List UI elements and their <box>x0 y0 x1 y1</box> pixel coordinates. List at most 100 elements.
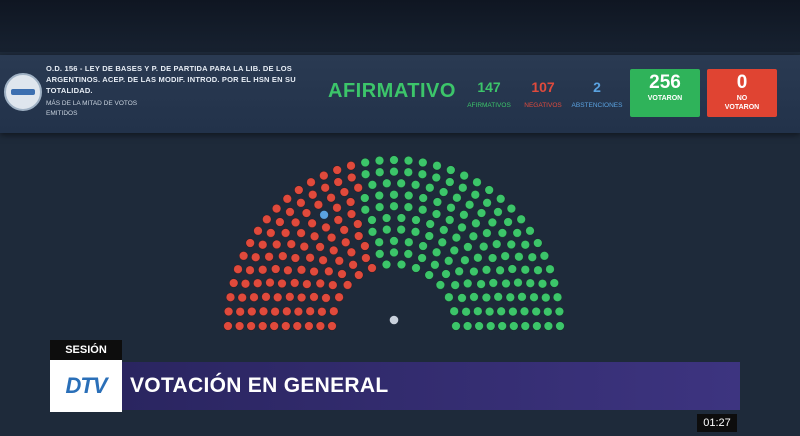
seat <box>321 293 331 303</box>
seat <box>432 247 442 257</box>
seat <box>389 236 399 246</box>
seat <box>271 203 282 214</box>
seat <box>389 201 399 211</box>
seat <box>304 321 314 331</box>
seat <box>233 264 243 274</box>
seat <box>432 161 442 171</box>
seat <box>459 170 469 181</box>
seat <box>272 239 282 249</box>
seat <box>545 264 555 274</box>
channel-logo: DTV <box>50 360 122 412</box>
seat <box>275 217 285 227</box>
seat <box>342 280 353 290</box>
seat <box>360 205 370 215</box>
seat <box>517 292 527 302</box>
seat <box>296 265 307 275</box>
seat <box>315 321 325 331</box>
seat <box>488 253 498 263</box>
seat <box>532 321 542 331</box>
seat <box>516 214 526 224</box>
seat <box>418 193 428 203</box>
not-voted-box: 0 NO VOTARON <box>707 69 777 117</box>
seat <box>290 253 300 263</box>
not-voted-value: 0 <box>736 72 748 93</box>
seat <box>374 156 385 166</box>
seat <box>389 190 399 200</box>
seat <box>519 306 530 316</box>
seat <box>329 245 339 255</box>
seat <box>449 245 459 255</box>
seat <box>411 215 421 225</box>
seat <box>280 228 291 238</box>
seat <box>282 306 292 316</box>
seat <box>333 215 343 225</box>
seat <box>424 270 434 280</box>
bill-title: O.D. 156 - LEY DE BASES Y P. DE PARTIDA … <box>46 64 296 95</box>
seat <box>229 278 239 288</box>
seat <box>500 251 510 261</box>
abstentions-count: 2 ABSTENCIONES <box>568 79 626 109</box>
seat <box>353 183 363 193</box>
seat <box>468 231 478 241</box>
seat <box>251 252 261 262</box>
seat <box>445 215 455 225</box>
seat <box>361 253 371 263</box>
seat <box>282 194 292 204</box>
hemicycle-seat-chart <box>223 155 565 331</box>
seat <box>305 253 315 263</box>
seat <box>253 226 263 236</box>
seat <box>360 193 370 203</box>
seat <box>441 269 451 279</box>
seat <box>367 263 377 273</box>
seat <box>305 306 315 316</box>
seat <box>223 321 233 331</box>
seat <box>337 269 347 279</box>
seat <box>554 306 565 317</box>
seat <box>452 193 462 203</box>
seat <box>485 307 495 317</box>
seat <box>497 228 508 238</box>
seat <box>512 228 522 238</box>
seat <box>465 200 475 210</box>
seat <box>432 197 442 207</box>
seat <box>495 265 505 275</box>
seat <box>347 172 357 183</box>
seat <box>246 321 256 331</box>
seat <box>411 263 421 273</box>
seat <box>470 190 480 200</box>
seat <box>389 155 399 165</box>
seat <box>473 306 483 316</box>
abstentions-value: 2 <box>593 79 601 95</box>
seat <box>253 278 263 288</box>
seat <box>264 252 274 262</box>
seat <box>449 306 459 316</box>
seat <box>493 207 503 217</box>
seat <box>346 247 356 257</box>
lower-third: VOTACIÓN EN GENERAL <box>122 362 740 410</box>
seat <box>543 321 554 331</box>
seat <box>273 292 283 302</box>
seat <box>313 200 323 210</box>
seat <box>285 207 295 217</box>
seat <box>307 218 317 228</box>
seat <box>296 198 306 208</box>
negative-label: NEGATIVOS <box>524 102 562 109</box>
seat <box>525 278 535 288</box>
seat <box>481 292 492 303</box>
seat <box>223 306 234 317</box>
seat <box>472 177 482 187</box>
seat <box>266 228 276 238</box>
seat <box>283 265 293 275</box>
seat <box>437 237 447 247</box>
seat <box>396 213 406 223</box>
seat <box>261 292 271 302</box>
headline: VOTACIÓN EN GENERAL <box>130 374 389 397</box>
seat <box>539 251 550 261</box>
seat <box>235 321 245 331</box>
seat <box>309 266 319 277</box>
seat <box>543 307 553 317</box>
negative-count: 107 NEGATIVOS <box>514 79 572 109</box>
not-voted-label-line2: VOTARON <box>724 104 760 111</box>
seat <box>520 265 530 275</box>
seat <box>549 278 559 288</box>
